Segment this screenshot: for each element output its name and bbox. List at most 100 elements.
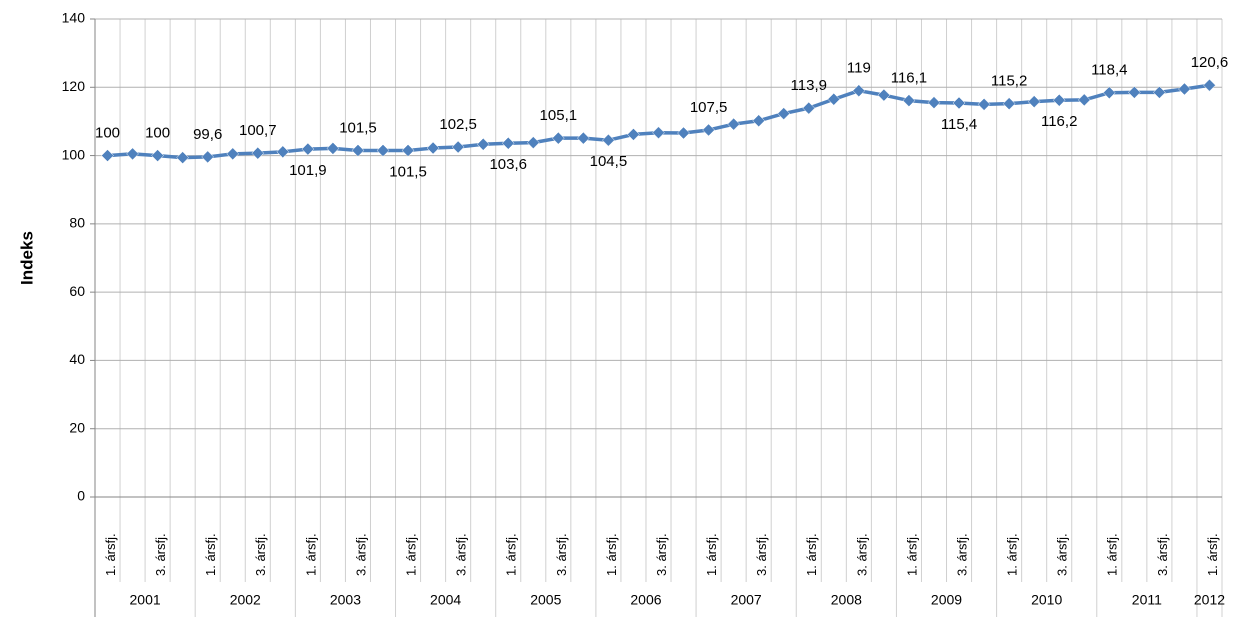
marker bbox=[226, 147, 240, 161]
group-label: 2003 bbox=[330, 592, 361, 608]
y-tick-label: 0 bbox=[77, 488, 85, 504]
marker bbox=[251, 146, 265, 160]
marker bbox=[1002, 97, 1016, 111]
x-tick-label: 3. ársfj. bbox=[153, 533, 168, 576]
marker bbox=[326, 142, 340, 155]
y-tick-label: 120 bbox=[62, 78, 86, 94]
marker bbox=[577, 131, 590, 145]
marker bbox=[1052, 93, 1066, 107]
data-label: 100 bbox=[145, 125, 170, 142]
x-tick-label: 1. ársfj. bbox=[103, 533, 118, 576]
marker bbox=[652, 126, 665, 140]
y-tick-label: 100 bbox=[62, 146, 86, 162]
data-label: 116,2 bbox=[1041, 113, 1077, 130]
x-tick-label: 3. ársfj. bbox=[353, 533, 368, 576]
data-label: 113,9 bbox=[791, 77, 827, 94]
y-tick-label: 140 bbox=[62, 10, 86, 26]
x-tick-label: 1. ársfj. bbox=[904, 533, 919, 576]
data-label: 102,5 bbox=[439, 116, 477, 133]
group-label: 2001 bbox=[130, 592, 161, 608]
marker bbox=[1077, 93, 1091, 107]
marker bbox=[977, 98, 991, 111]
y-axis-label: Indeks bbox=[17, 231, 36, 285]
x-tick-label: 3. ársfj. bbox=[954, 533, 969, 576]
data-label: 105,1 bbox=[540, 107, 578, 124]
marker bbox=[702, 123, 715, 137]
marker bbox=[401, 144, 415, 157]
x-tick-label: 1. ársfj. bbox=[504, 533, 519, 576]
data-label: 119 bbox=[847, 60, 871, 77]
data-label: 101,9 bbox=[289, 162, 327, 179]
marker bbox=[727, 117, 740, 131]
group-label: 2008 bbox=[831, 592, 862, 608]
x-tick-label: 1. ársfj. bbox=[604, 533, 619, 576]
marker bbox=[551, 131, 565, 145]
group-label: 2009 bbox=[931, 592, 962, 608]
data-label: 115,2 bbox=[991, 73, 1027, 90]
data-label: 115,4 bbox=[941, 116, 977, 133]
marker bbox=[927, 96, 941, 110]
x-tick-label: 3. ársfj. bbox=[854, 533, 869, 576]
marker bbox=[1127, 86, 1141, 99]
data-label: 107,5 bbox=[690, 99, 728, 116]
marker bbox=[476, 137, 490, 151]
y-tick-label: 60 bbox=[69, 283, 85, 299]
marker bbox=[451, 140, 465, 154]
marker bbox=[802, 101, 816, 115]
x-tick-label: 1. ársfj. bbox=[303, 533, 318, 576]
marker bbox=[902, 94, 916, 107]
marker bbox=[1178, 82, 1191, 96]
group-label: 2006 bbox=[630, 592, 661, 608]
group-label: 2011 bbox=[1132, 592, 1162, 608]
data-label: 99,6 bbox=[193, 126, 222, 143]
marker bbox=[952, 96, 966, 110]
marker bbox=[1153, 86, 1166, 99]
marker bbox=[351, 144, 365, 157]
y-tick-label: 80 bbox=[69, 215, 85, 231]
x-tick-label: 1. ársfj. bbox=[804, 533, 819, 576]
x-tick-label: 3. ársfj. bbox=[554, 533, 569, 576]
marker bbox=[1027, 95, 1041, 108]
marker bbox=[777, 107, 791, 120]
marker bbox=[376, 144, 390, 157]
group-label: 2007 bbox=[731, 592, 762, 608]
marker bbox=[176, 151, 190, 164]
marker bbox=[1203, 78, 1216, 92]
x-tick-label: 1. ársfj. bbox=[1105, 533, 1120, 576]
marker bbox=[201, 150, 215, 164]
data-label: 103,6 bbox=[489, 156, 527, 173]
x-tick-label: 1. ársfj. bbox=[203, 533, 218, 576]
group-label: 2005 bbox=[530, 592, 561, 608]
x-tick-label: 1. ársfj. bbox=[1005, 533, 1020, 576]
x-tick-label: 3. ársfj. bbox=[654, 533, 669, 576]
marker bbox=[1102, 86, 1116, 100]
marker bbox=[101, 149, 114, 162]
x-tick-label: 1. ársfj. bbox=[704, 533, 719, 576]
marker bbox=[151, 149, 164, 162]
data-label: 116,1 bbox=[891, 70, 927, 87]
data-label: 101,5 bbox=[339, 119, 377, 136]
group-label: 2004 bbox=[430, 592, 461, 608]
marker bbox=[526, 136, 540, 149]
data-label: 118,4 bbox=[1091, 62, 1127, 79]
marker bbox=[627, 128, 640, 141]
marker bbox=[827, 92, 841, 106]
marker bbox=[301, 142, 315, 156]
marker bbox=[877, 88, 891, 102]
marker bbox=[602, 133, 615, 147]
data-label: 100 bbox=[95, 125, 120, 142]
marker bbox=[276, 145, 290, 159]
x-tick-label: 1. ársfj. bbox=[1205, 533, 1220, 576]
y-tick-label: 20 bbox=[69, 419, 85, 435]
marker bbox=[852, 84, 866, 98]
x-tick-label: 3. ársfj. bbox=[754, 533, 769, 576]
group-label: 2012 bbox=[1194, 592, 1225, 608]
x-tick-label: 1. ársfj. bbox=[403, 533, 418, 576]
x-tick-label: 3. ársfj. bbox=[1155, 533, 1170, 576]
x-tick-label: 3. ársfj. bbox=[253, 533, 268, 576]
marker bbox=[126, 147, 139, 161]
group-label: 2002 bbox=[230, 592, 261, 608]
marker bbox=[677, 126, 690, 140]
marker bbox=[752, 114, 766, 128]
